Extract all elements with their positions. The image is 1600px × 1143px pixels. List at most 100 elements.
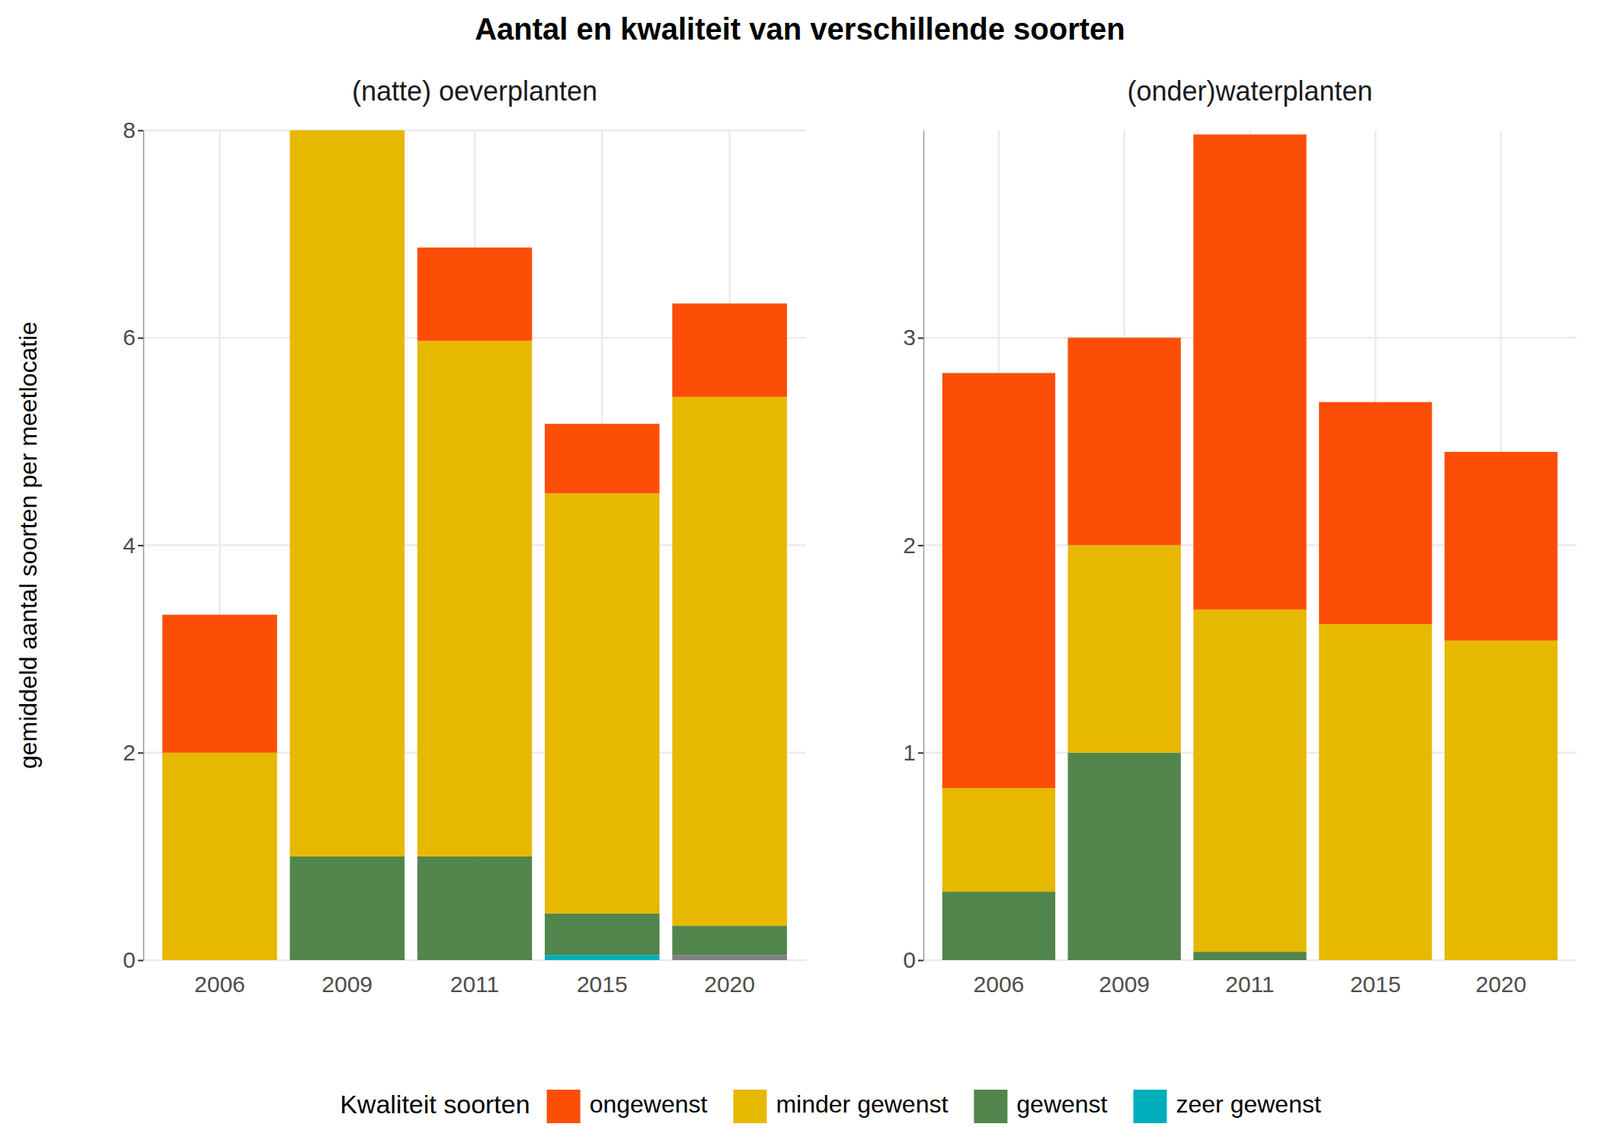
y-tick-label: 1 xyxy=(902,739,916,765)
bar-segment xyxy=(417,856,533,960)
bar-segment xyxy=(544,423,660,493)
bar-segment xyxy=(672,954,788,960)
y-tick-mark xyxy=(137,752,144,754)
x-tick-label: 2015 xyxy=(576,971,628,997)
x-tick: 2009 xyxy=(1098,960,1150,997)
x-tick: 2011 xyxy=(1225,960,1275,997)
x-tick-label: 2011 xyxy=(450,971,500,997)
bar-segment xyxy=(1318,624,1432,960)
x-tick-label: 2009 xyxy=(1098,971,1150,997)
bar-segment xyxy=(942,787,1056,892)
x-tick: 2020 xyxy=(704,960,756,997)
x-tick-label: 2015 xyxy=(1350,971,1402,997)
subtitle: (natte) oeverplanten xyxy=(352,75,598,107)
legend-label: gewenst xyxy=(1016,1090,1108,1118)
bar-segment xyxy=(942,891,1056,960)
bar-segment xyxy=(544,492,660,913)
x-tick-label: 2006 xyxy=(194,971,246,997)
y-axis: 0 2 4 6 8 xyxy=(122,117,144,973)
y-tick-mark xyxy=(137,960,144,962)
bar-segment xyxy=(289,130,405,132)
bar-segment xyxy=(1068,545,1181,753)
x-tick: 2011 xyxy=(450,960,500,997)
legend-label: ongewenst xyxy=(589,1090,708,1118)
legend-swatch xyxy=(547,1089,581,1124)
y-tick: 2 xyxy=(122,739,144,765)
bar-segment xyxy=(1193,609,1306,952)
y-tick-mark xyxy=(137,130,144,132)
y-tick: 4 xyxy=(122,532,144,558)
bar-segment xyxy=(672,925,788,955)
x-tick: 2006 xyxy=(973,960,1025,997)
x-tick: 2015 xyxy=(576,960,628,997)
bar-segment xyxy=(289,130,405,857)
bar-segment xyxy=(162,752,278,960)
legend: Kwaliteit soorten ongewenst minder gewenst… xyxy=(339,1089,1322,1124)
bar-segment xyxy=(417,340,533,857)
y-tick-label: 8 xyxy=(122,117,136,143)
bar-segment xyxy=(1193,134,1306,609)
bar-segment xyxy=(544,913,660,955)
y-axis: 0 1 2 3 xyxy=(902,131,924,973)
panel: (natte) oeverplanten 0 2 4 6 8 2006 2009 2011 201… xyxy=(14,75,807,997)
x-tick-label: 2020 xyxy=(704,971,756,997)
chart-root: Aantal en kwaliteit van verschillende so… xyxy=(0,0,1600,1143)
x-tick: 2009 xyxy=(321,960,373,997)
bar-segment xyxy=(1193,951,1306,960)
bar-segment xyxy=(1068,752,1181,960)
y-tick-mark xyxy=(137,544,144,547)
grid xyxy=(143,130,807,960)
bar-segment xyxy=(1318,402,1432,624)
x-tick: 2006 xyxy=(194,960,246,997)
x-tick-label: 2006 xyxy=(973,971,1025,997)
y-tick-mark xyxy=(137,337,144,340)
y-tick-label: 0 xyxy=(122,947,136,973)
y-tick-label: 0 xyxy=(902,947,916,973)
grid xyxy=(923,130,1577,960)
x-tick-label: 2009 xyxy=(321,971,373,997)
bar-segment xyxy=(544,954,660,960)
bar-segment xyxy=(289,856,405,960)
legend-label: zeer gewenst xyxy=(1176,1090,1322,1118)
y-tick: 8 xyxy=(122,117,144,143)
y-tick-mark xyxy=(918,960,924,962)
legend-swatch xyxy=(1133,1089,1168,1124)
bar-segment xyxy=(1444,451,1558,641)
x-tick: 2015 xyxy=(1350,960,1402,997)
y-tick-label: 2 xyxy=(902,532,916,558)
bars xyxy=(162,130,788,960)
y-tick-label: 3 xyxy=(902,324,916,350)
bar-segment xyxy=(1068,337,1181,545)
legend-label: minder gewenst xyxy=(775,1090,948,1118)
y-tick-label: 2 xyxy=(122,739,136,765)
y-tick-label: 6 xyxy=(122,324,136,350)
y-tick-mark xyxy=(918,752,924,754)
title: Aantal en kwaliteit van verschillende so… xyxy=(474,12,1126,46)
y-tick-label: 4 xyxy=(122,532,136,558)
bar-segment xyxy=(942,373,1056,789)
y-tick: 3 xyxy=(902,324,924,350)
x-axis: 2006 2009 2011 2015 2020 xyxy=(973,960,1527,997)
panel: (onder)waterplanten012320062009201120152… xyxy=(902,75,1577,997)
y-tick: 0 xyxy=(902,947,924,973)
bar-segment xyxy=(672,396,788,926)
bar-segment xyxy=(417,247,533,342)
bar-segment xyxy=(162,614,278,753)
legend-swatch xyxy=(732,1089,767,1124)
x-tick: 2020 xyxy=(1475,960,1527,997)
bar-segment xyxy=(1444,640,1558,960)
bars xyxy=(942,134,1559,960)
y-axis-title: gemiddeld aantal soorten per meetlocatie xyxy=(14,321,42,769)
x-axis: 2006 2009 2011 2015 2020 xyxy=(194,960,756,997)
y-tick: 2 xyxy=(902,532,924,558)
y-tick: 6 xyxy=(122,324,144,350)
subtitle: (onder)waterplanten xyxy=(1126,75,1373,107)
legend-title: Kwaliteit soorten xyxy=(339,1089,530,1119)
x-tick-label: 2020 xyxy=(1475,971,1527,997)
x-tick-label: 2011 xyxy=(1225,971,1275,997)
legend-swatch xyxy=(973,1089,1008,1124)
bar-segment xyxy=(672,303,788,397)
y-tick-mark xyxy=(918,337,924,340)
y-tick: 1 xyxy=(902,739,924,765)
y-tick-mark xyxy=(918,544,924,547)
